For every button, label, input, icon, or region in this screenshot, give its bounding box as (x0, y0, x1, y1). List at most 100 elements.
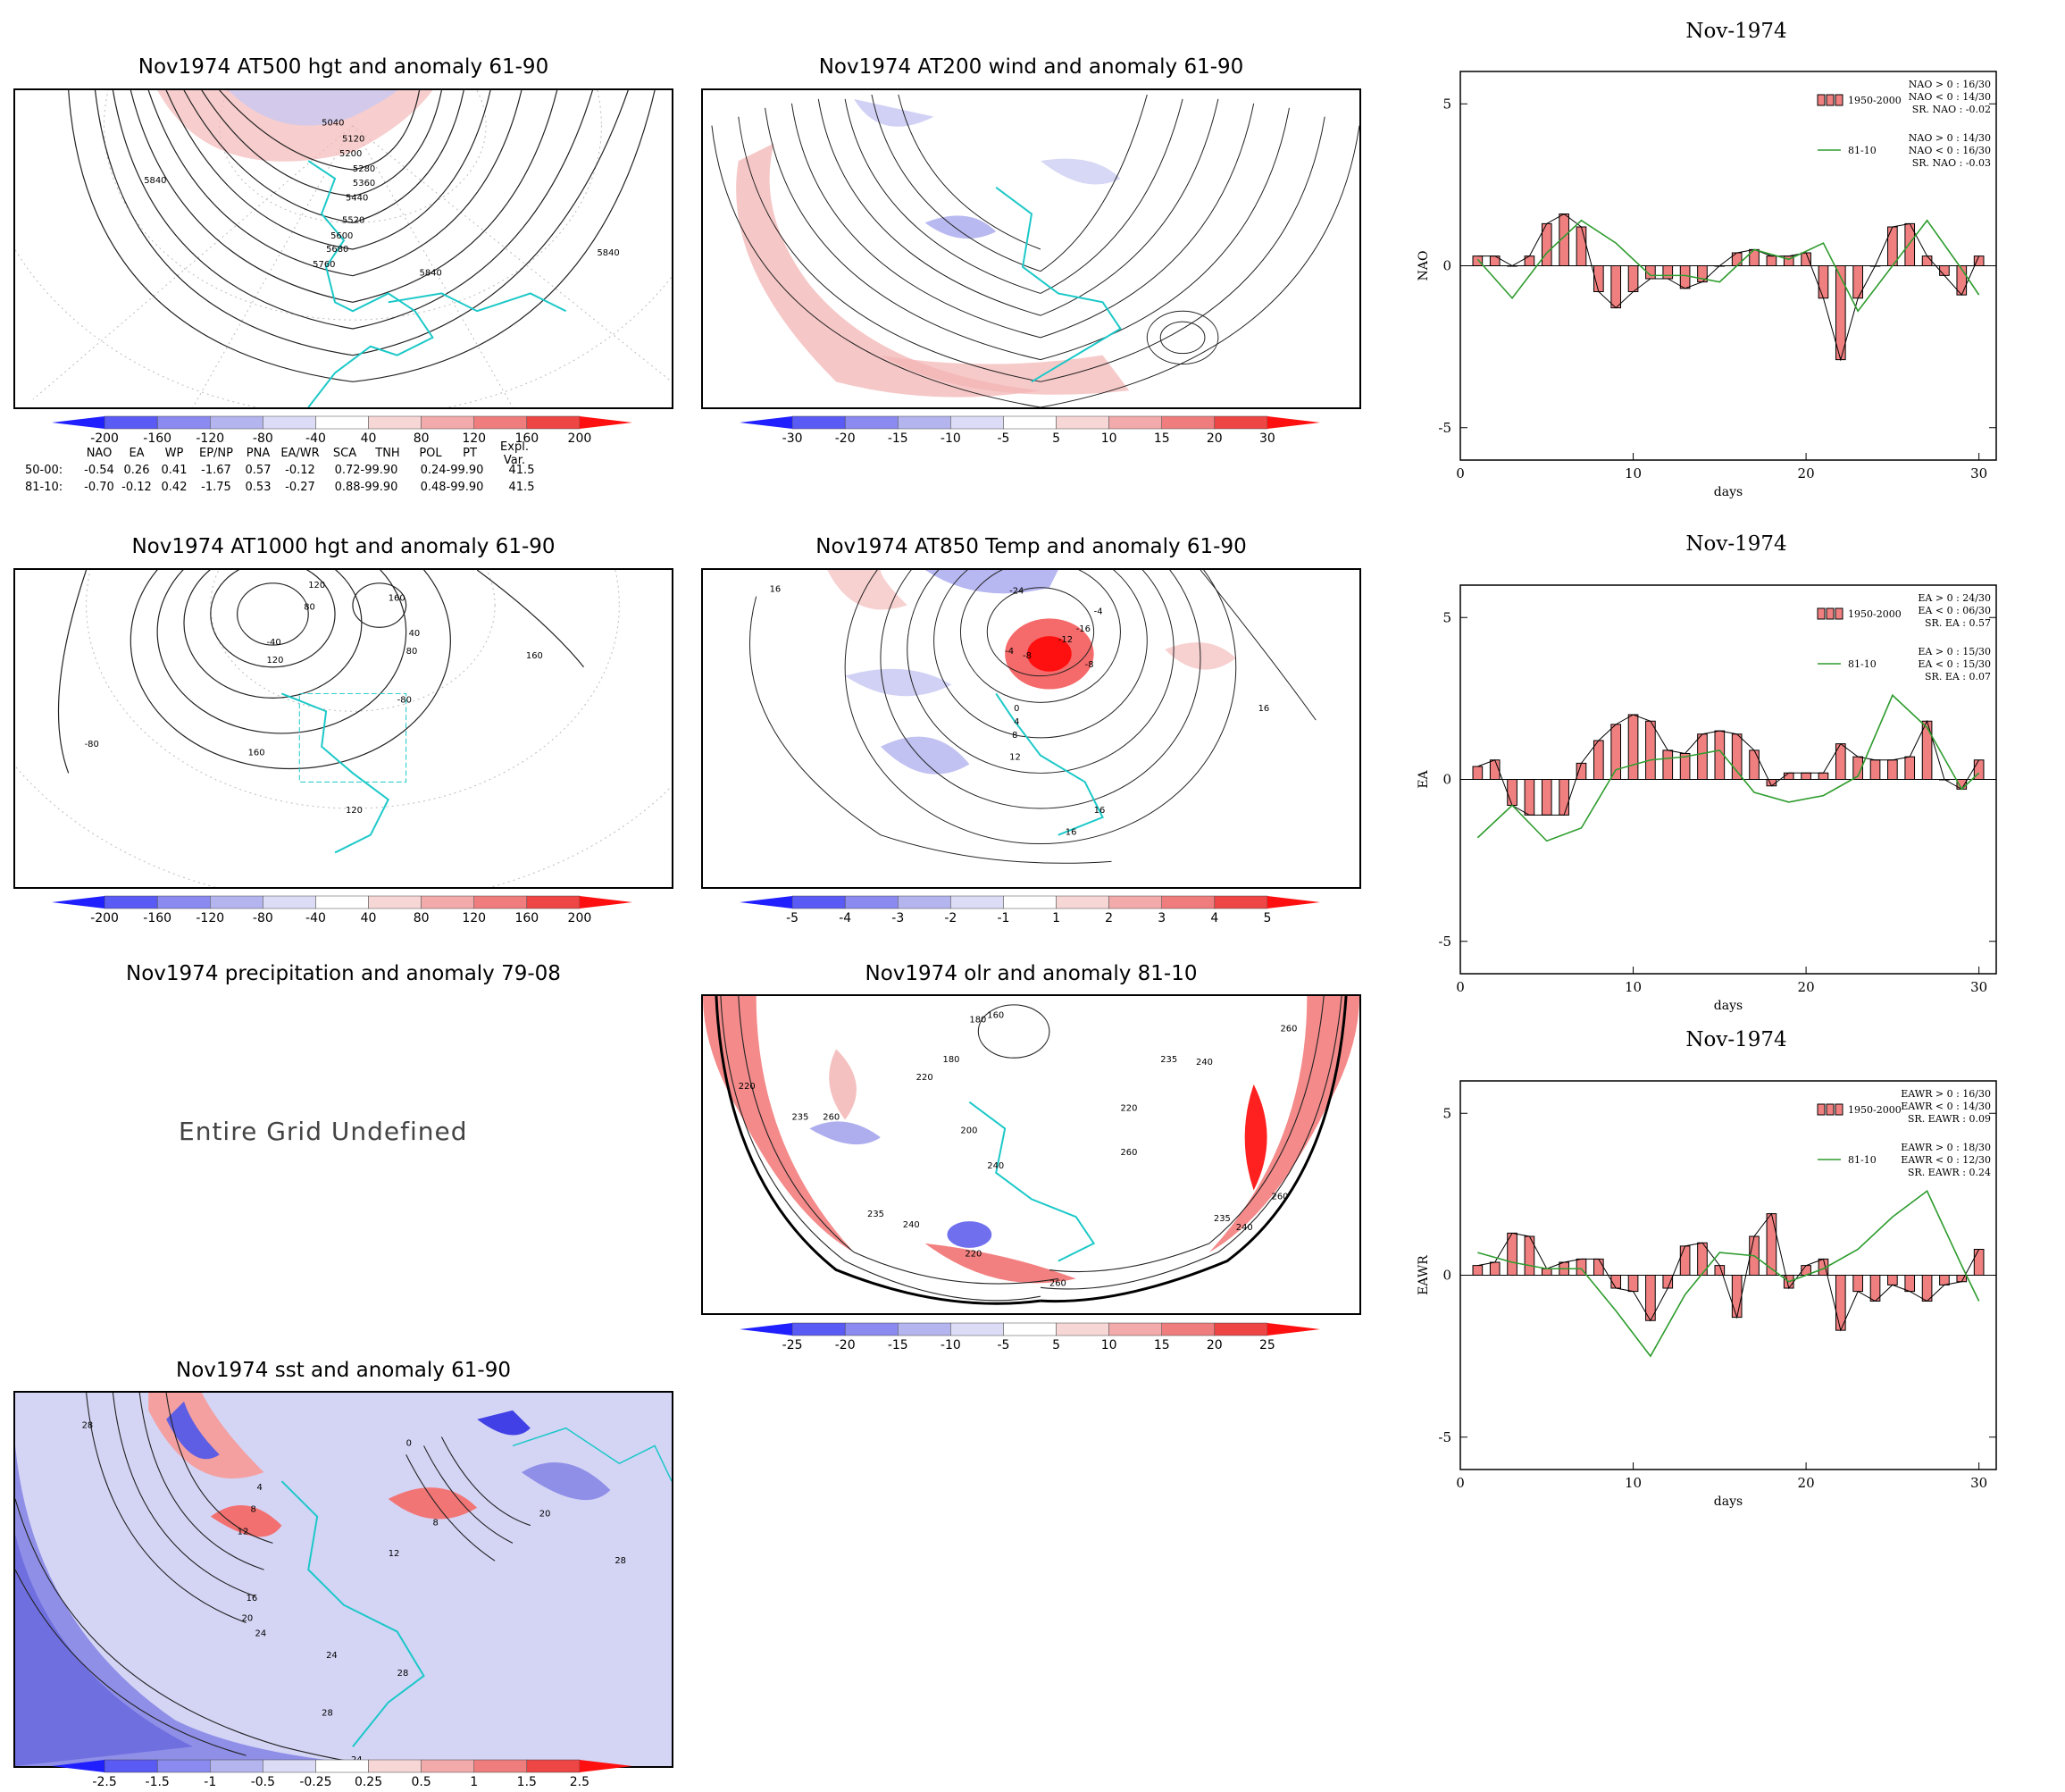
contour-label: 160 (526, 651, 543, 661)
contour-label: 5360 (353, 179, 375, 188)
contour-label: 16 (247, 1594, 258, 1604)
bar-1950-2000 (1489, 1261, 1501, 1276)
idx-header: SCA (332, 447, 357, 460)
colorbar-swatch (950, 415, 1004, 430)
contour-label: 260 (823, 1112, 840, 1122)
colorbar-swatch (1108, 895, 1162, 909)
colorbar-tick-label: 5 (1052, 431, 1060, 446)
bar-1950-2000 (1818, 265, 1829, 299)
colorbar-swatch (473, 1759, 528, 1773)
idx-header: POL (419, 447, 442, 460)
bar-1950-2000 (1749, 749, 1760, 780)
bar-1950-2000 (1645, 720, 1656, 780)
colorbar-tick-label: -4 (839, 911, 851, 925)
idx-header: WP (164, 447, 184, 460)
contour-label: 180 (969, 1016, 986, 1026)
bar-1950-2000 (1766, 255, 1777, 266)
colorbar-swatch (263, 895, 316, 909)
map-sst: 28 4 8 12 16 20 24 0 8 20 24 28 28 28 24… (13, 1391, 673, 1768)
idx-header: TNH (375, 447, 400, 460)
idx-cell: 41.5 (508, 481, 535, 494)
y-tick-label: 0 (1442, 1268, 1451, 1284)
contour-label: -8 (1085, 660, 1094, 670)
contour-label: 5280 (353, 164, 375, 174)
colorbar-tick-label: 5 (1052, 1338, 1060, 1352)
y-tick-label: 0 (1442, 258, 1451, 274)
colorbar-tick-label: -5 (997, 1338, 1009, 1352)
bar-1950-2000 (1731, 1275, 1743, 1319)
map-t850-plot: 16 -24 -4 -16 -8 -12 -8 -4 0 4 8 12 16 1… (749, 570, 1317, 864)
colorbar-tick-label: 200 (568, 911, 592, 925)
colorbar-tick-label: -0.25 (299, 1775, 331, 1789)
contour-label: 5680 (326, 245, 348, 255)
colorbar-tick-label: 1 (1052, 911, 1060, 925)
contour-label: -40 (266, 638, 280, 648)
y-axis-label: EAWR (1417, 1255, 1431, 1295)
contour-label: 0 (406, 1438, 412, 1448)
index-table-row: 50-00: -0.54 0.26 0.41 -1.67 0.57 -0.12 … (25, 462, 548, 479)
bar-envelope-line (1477, 714, 1980, 816)
contour-label: 180 (943, 1055, 960, 1065)
contour-label: 8 (1012, 731, 1017, 741)
contour-label: -24 (1009, 587, 1024, 597)
x-tick-label: 0 (1456, 465, 1465, 481)
colorbar-arrow-right (579, 416, 632, 429)
bar-1950-2000 (1818, 772, 1829, 780)
colorbar-arrow-left (740, 896, 793, 909)
colorbar-tick-label: -10 (941, 1338, 961, 1352)
contour-label: 120 (266, 656, 283, 666)
contour-label: 260 (1120, 1148, 1137, 1158)
x-tick-label: 30 (1970, 465, 1987, 481)
index-table-row: 81-10: -0.70 -0.12 0.42 -1.75 0.53 -0.27… (25, 479, 548, 496)
idx-header: EA (129, 447, 145, 460)
bar-1950-2000 (1921, 255, 1933, 266)
colorbar-t850: -5 -4 -3 -2 -1 1 2 3 4 5 (740, 895, 1338, 928)
y-tick-label: 0 (1442, 772, 1451, 788)
contour-label: -8 (1023, 651, 1032, 661)
colorbar-swatch (210, 415, 263, 430)
bar-1950-2000 (1472, 255, 1484, 266)
series-line-81-10 (1476, 693, 1980, 842)
colorbar-swatch (263, 415, 316, 430)
legend-stat: SR. EAWR : 0.24 (1908, 1167, 1991, 1178)
idx-cell: -0.27 (285, 481, 315, 494)
legend-stat: EAWR < 0 : 14/30 (1901, 1101, 1991, 1112)
bar-1950-2000 (1559, 779, 1569, 816)
bar-1950-2000 (1731, 733, 1743, 780)
colorbar-tick-label: 30 (1259, 431, 1275, 446)
colorbar-arrow-left (52, 416, 105, 429)
legend-stat: SR. NAO : -0.02 (1912, 104, 1991, 115)
x-tick-label: 20 (1798, 1475, 1815, 1491)
contour-label: 28 (397, 1669, 409, 1679)
colorbar-swatch (844, 1322, 899, 1336)
idx-cell: 41.5 (508, 464, 535, 477)
idx-header: EP/NP (199, 447, 233, 460)
idx-header: NAO (86, 447, 113, 460)
ts-chart-nao: 5 0 -5 0 10 20 30 days NAO 1950-2000 81-10 NAO > 0 … (1417, 71, 1997, 499)
colorbar-tick-label: 80 (414, 911, 430, 925)
colorbar-swatch (156, 1759, 211, 1773)
ts-title-eawr: Nov-1974 (1685, 1028, 1787, 1051)
idx-cell: 0.41 (161, 464, 188, 477)
idx-cell: 0.72-99.90 (334, 464, 398, 477)
bar-envelope-line (1477, 1212, 1980, 1332)
contour-label: 80 (304, 603, 315, 613)
colorbar-tick-label: -200 (90, 911, 119, 925)
contour-label: 8 (432, 1519, 438, 1528)
contour-label: 4 (257, 1483, 263, 1493)
colorbar-sst: -2.5 -1.5 -1 -0.5 -0.25 0.25 0.5 1 1.5 2.5 (52, 1759, 650, 1792)
contour-label: 5200 (339, 149, 362, 159)
colorbar-arrow-left (52, 1760, 105, 1772)
bar-1950-2000 (1869, 759, 1881, 780)
colorbar-swatch (1161, 415, 1216, 430)
colorbar-swatch (1056, 415, 1109, 430)
colorbar-swatch (210, 1759, 263, 1773)
bar-1950-2000 (1801, 252, 1811, 266)
contour-label: 28 (322, 1709, 333, 1719)
legend-swatch-bar (1817, 1103, 1826, 1116)
contour-label: 5040 (322, 119, 344, 129)
contour-label: -80 (85, 740, 99, 749)
idx-row-label: 81-10: (25, 481, 63, 494)
contour-label: 235 (1160, 1055, 1177, 1065)
legend-stat: SR. EA : 0.57 (1925, 617, 1991, 629)
